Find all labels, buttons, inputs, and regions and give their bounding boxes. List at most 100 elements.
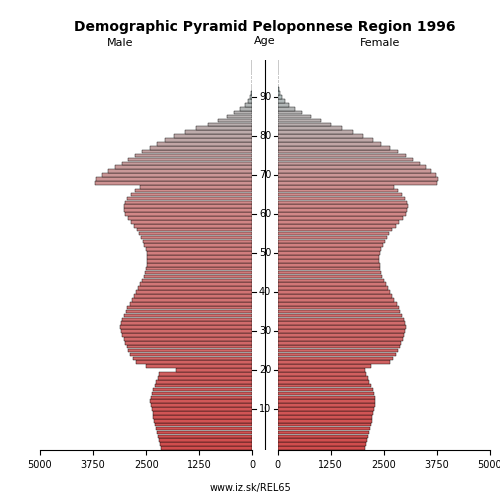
Bar: [137, 228, 252, 232]
Bar: [278, 380, 370, 384]
Bar: [128, 306, 252, 310]
Bar: [126, 200, 252, 204]
Text: 60: 60: [259, 209, 271, 219]
Bar: [278, 400, 376, 403]
Bar: [278, 427, 370, 430]
Bar: [131, 193, 252, 196]
Bar: [248, 99, 252, 102]
Bar: [278, 228, 392, 232]
Bar: [136, 290, 252, 294]
Bar: [130, 302, 252, 306]
Bar: [278, 138, 373, 141]
Text: 90: 90: [259, 92, 271, 102]
Bar: [278, 88, 279, 91]
Bar: [96, 177, 252, 180]
Bar: [278, 216, 402, 220]
Bar: [158, 376, 252, 380]
Bar: [278, 415, 372, 418]
Bar: [278, 134, 364, 138]
Bar: [278, 372, 366, 376]
Bar: [278, 282, 386, 286]
Bar: [158, 434, 252, 438]
Bar: [278, 118, 320, 122]
Bar: [152, 408, 252, 411]
Text: Female: Female: [360, 38, 400, 48]
Bar: [278, 408, 374, 411]
Bar: [278, 396, 375, 399]
Bar: [240, 107, 252, 110]
Bar: [278, 330, 405, 333]
Bar: [146, 252, 252, 255]
Bar: [278, 419, 372, 422]
Bar: [159, 438, 252, 442]
Bar: [140, 282, 252, 286]
Bar: [278, 150, 398, 154]
Bar: [152, 392, 252, 395]
Bar: [278, 294, 392, 298]
Bar: [278, 286, 388, 290]
Bar: [278, 384, 371, 388]
Bar: [174, 134, 252, 138]
Bar: [278, 142, 382, 146]
Text: 30: 30: [259, 326, 271, 336]
Bar: [196, 126, 252, 130]
Bar: [278, 255, 379, 258]
Bar: [278, 146, 390, 150]
Bar: [151, 396, 252, 399]
Bar: [278, 274, 382, 278]
Bar: [128, 349, 252, 352]
Bar: [124, 314, 252, 317]
Text: Age: Age: [254, 36, 276, 46]
Bar: [161, 446, 252, 450]
Bar: [165, 138, 252, 141]
Bar: [146, 248, 252, 251]
Bar: [278, 388, 373, 392]
Bar: [278, 360, 390, 364]
Bar: [278, 434, 368, 438]
Bar: [144, 274, 252, 278]
Bar: [140, 185, 252, 188]
Bar: [278, 404, 375, 407]
Text: 40: 40: [259, 287, 271, 297]
Bar: [155, 423, 252, 426]
Bar: [108, 170, 253, 173]
Text: Male: Male: [107, 38, 133, 48]
Bar: [278, 174, 436, 177]
Bar: [278, 166, 426, 169]
Bar: [278, 302, 396, 306]
Bar: [278, 341, 402, 344]
Bar: [218, 118, 252, 122]
Bar: [278, 248, 382, 251]
Bar: [278, 107, 295, 110]
Bar: [278, 376, 368, 380]
Bar: [278, 236, 387, 239]
Bar: [142, 278, 252, 282]
Bar: [136, 360, 252, 364]
Bar: [124, 204, 252, 208]
Bar: [128, 158, 252, 161]
Bar: [156, 380, 252, 384]
Bar: [147, 259, 252, 262]
Bar: [124, 337, 252, 340]
Bar: [102, 174, 252, 177]
Bar: [160, 372, 252, 376]
Bar: [146, 267, 252, 270]
Bar: [250, 96, 252, 99]
Bar: [278, 99, 284, 102]
Bar: [121, 330, 252, 333]
Bar: [157, 142, 252, 146]
Bar: [278, 345, 400, 348]
Bar: [121, 322, 252, 325]
Bar: [128, 196, 252, 200]
Bar: [146, 364, 252, 368]
Bar: [135, 154, 252, 158]
Bar: [278, 193, 402, 196]
Bar: [278, 196, 404, 200]
Bar: [234, 111, 252, 114]
Bar: [152, 411, 252, 414]
Bar: [278, 224, 396, 228]
Bar: [122, 318, 252, 321]
Text: www.iz.sk/REL65: www.iz.sk/REL65: [209, 482, 291, 492]
Bar: [150, 400, 252, 403]
Bar: [176, 368, 252, 372]
